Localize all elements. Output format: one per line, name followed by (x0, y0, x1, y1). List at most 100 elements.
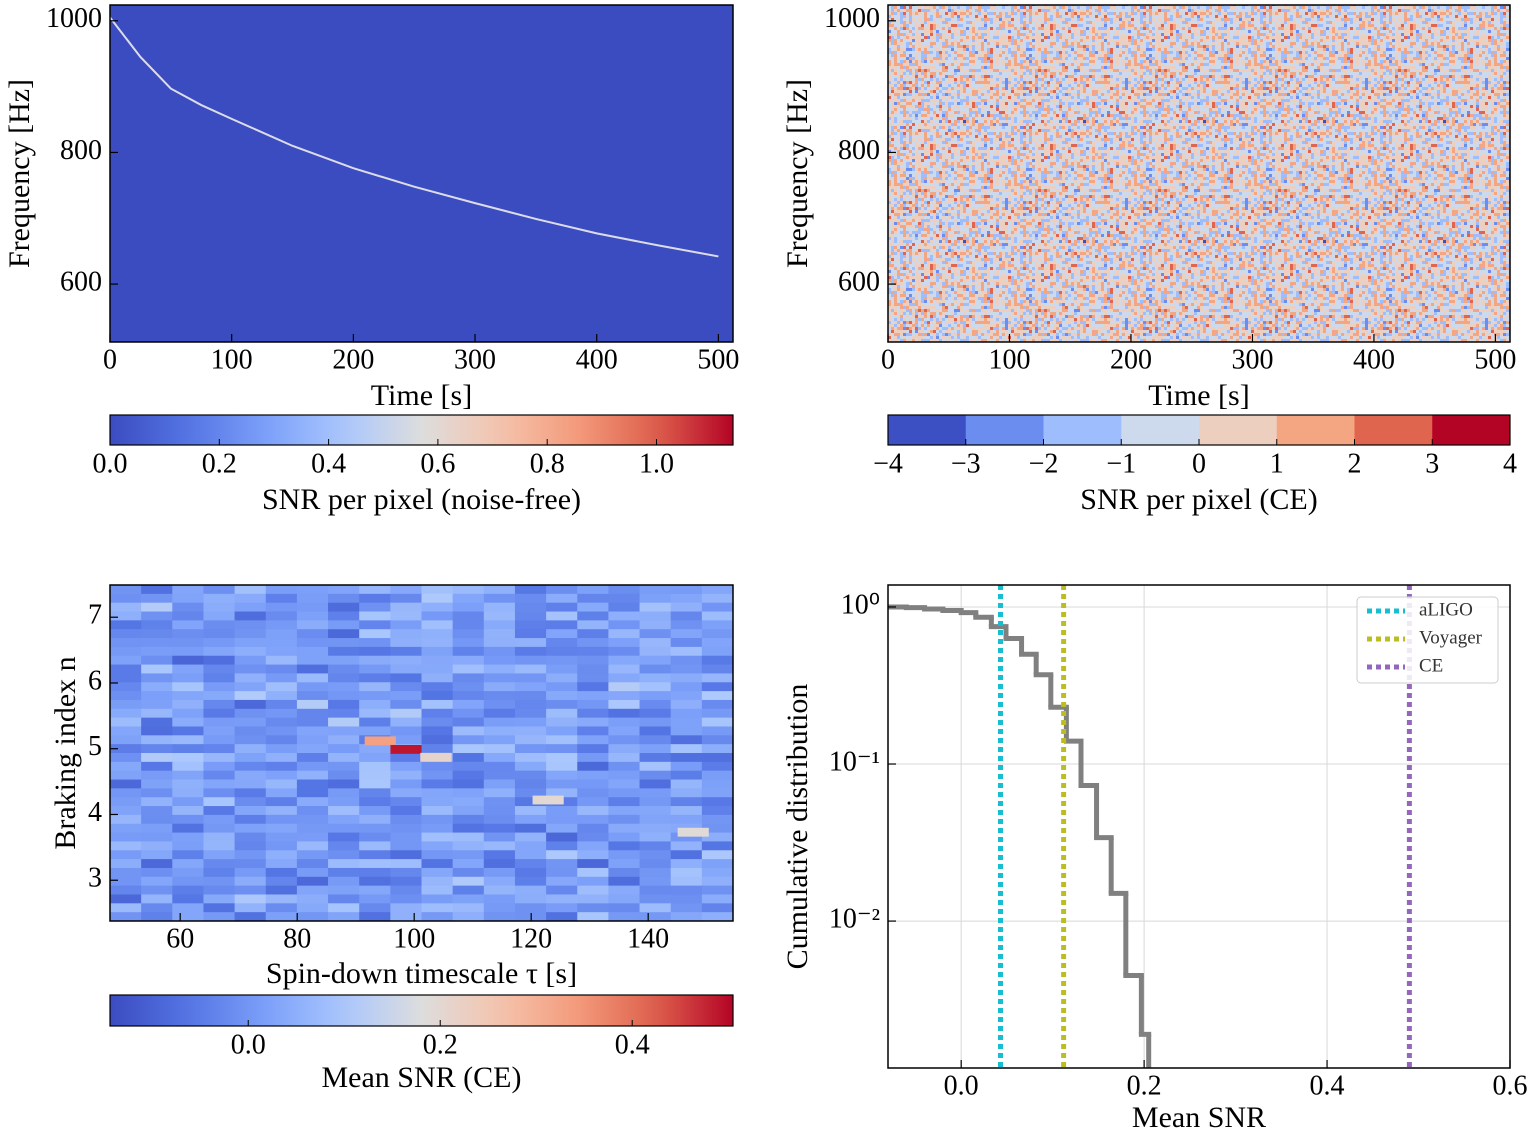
texture-cell (670, 735, 703, 745)
texture-cell (359, 806, 391, 816)
texture-cell (483, 611, 516, 621)
texture-cell (110, 691, 142, 701)
texture-cell (110, 717, 142, 727)
texture-cell (328, 806, 360, 816)
texture-cell (670, 867, 703, 878)
y-axis-label: Frequency [Hz] (3, 79, 36, 268)
texture-cell (296, 744, 329, 754)
texture-cell (110, 744, 142, 754)
texture-cell (234, 646, 267, 657)
x-tick-label: 0.6 (1493, 1070, 1528, 1101)
texture-cell (234, 638, 267, 648)
texture-cell (328, 867, 360, 878)
texture-cell (390, 841, 422, 851)
colorbar-segment (1354, 415, 1433, 445)
texture-cell (141, 797, 173, 807)
texture-cell (514, 753, 547, 763)
texture-cell (421, 638, 454, 648)
texture-cell (421, 585, 454, 595)
texture-cell (172, 585, 204, 595)
texture-cell (359, 664, 391, 674)
texture-cell (701, 708, 733, 719)
texture-cell (546, 841, 578, 851)
colorbar-tick-label: −3 (951, 448, 981, 479)
colorbar (110, 415, 733, 445)
x-tick-label: 0 (103, 344, 117, 375)
texture-cell (670, 638, 703, 648)
texture-cell (296, 779, 329, 789)
y-axis-label: Braking index n (49, 656, 82, 849)
texture-cell (701, 894, 733, 904)
texture-cell (421, 717, 454, 727)
texture-cell (701, 885, 733, 895)
texture-cell (141, 859, 173, 869)
texture-cell (421, 620, 454, 630)
texture-cell (483, 788, 516, 798)
texture-cell (483, 744, 516, 754)
texture-cell (608, 602, 641, 613)
texture-cell (452, 806, 485, 816)
texture-cell (110, 894, 142, 904)
colorbar-tick-label: 4 (1503, 448, 1517, 479)
texture-cell (203, 646, 236, 657)
texture-cell (483, 859, 516, 869)
texture-cell (172, 850, 204, 860)
texture-cell (483, 655, 516, 666)
texture-cell (421, 673, 454, 683)
texture-cell (203, 779, 236, 789)
texture-cell (359, 629, 391, 639)
texture-cell (265, 841, 298, 851)
texture-cell (452, 585, 485, 595)
texture-cell (483, 770, 516, 781)
texture-cell (701, 806, 733, 816)
texture-cell (701, 859, 733, 869)
texture-cell (670, 593, 703, 604)
texture-cell (670, 797, 703, 807)
texture-cell (452, 894, 485, 904)
texture-cell (639, 788, 672, 798)
texture-cell (141, 655, 173, 666)
texture-cell (608, 841, 641, 851)
texture-cell (670, 673, 703, 683)
texture-cell (577, 779, 609, 789)
x-axis-label: Mean SNR (1132, 1101, 1266, 1134)
texture-cell (172, 611, 204, 621)
texture-cell (608, 664, 641, 674)
texture-cell (203, 850, 236, 860)
texture-cell (265, 867, 298, 878)
texture-cell (234, 673, 267, 683)
texture-cell (328, 638, 360, 648)
texture-cell (514, 602, 547, 613)
texture-cell (234, 602, 267, 613)
texture-cell (203, 823, 236, 834)
texture-cell (577, 655, 609, 666)
texture-cell (701, 611, 733, 621)
texture-cell (172, 638, 204, 648)
texture-cell (639, 620, 672, 630)
texture-cell (234, 885, 267, 895)
texture-cell (701, 753, 733, 763)
texture-cell (608, 779, 641, 789)
texture-cell (234, 867, 267, 878)
texture-cell (328, 850, 360, 860)
texture-cell (172, 912, 204, 921)
texture-cell (670, 841, 703, 851)
texture-cell (514, 779, 547, 789)
texture-cell (110, 620, 142, 630)
texture-cell (172, 655, 204, 666)
texture-cell (546, 770, 578, 781)
texture-cell (514, 585, 547, 595)
texture-cell (359, 823, 391, 834)
texture-cell (421, 885, 454, 895)
texture-cell (390, 912, 422, 921)
texture-cell (296, 629, 329, 639)
colorbar-tick-label: 1 (1270, 448, 1284, 479)
y-tick-label: 7 (88, 600, 102, 631)
texture-cell (296, 691, 329, 701)
texture-cell (172, 779, 204, 789)
texture-cell (141, 717, 173, 727)
texture-cell (608, 850, 641, 860)
texture-cell (670, 655, 703, 666)
texture-cell (328, 841, 360, 851)
texture-cell (110, 699, 142, 710)
